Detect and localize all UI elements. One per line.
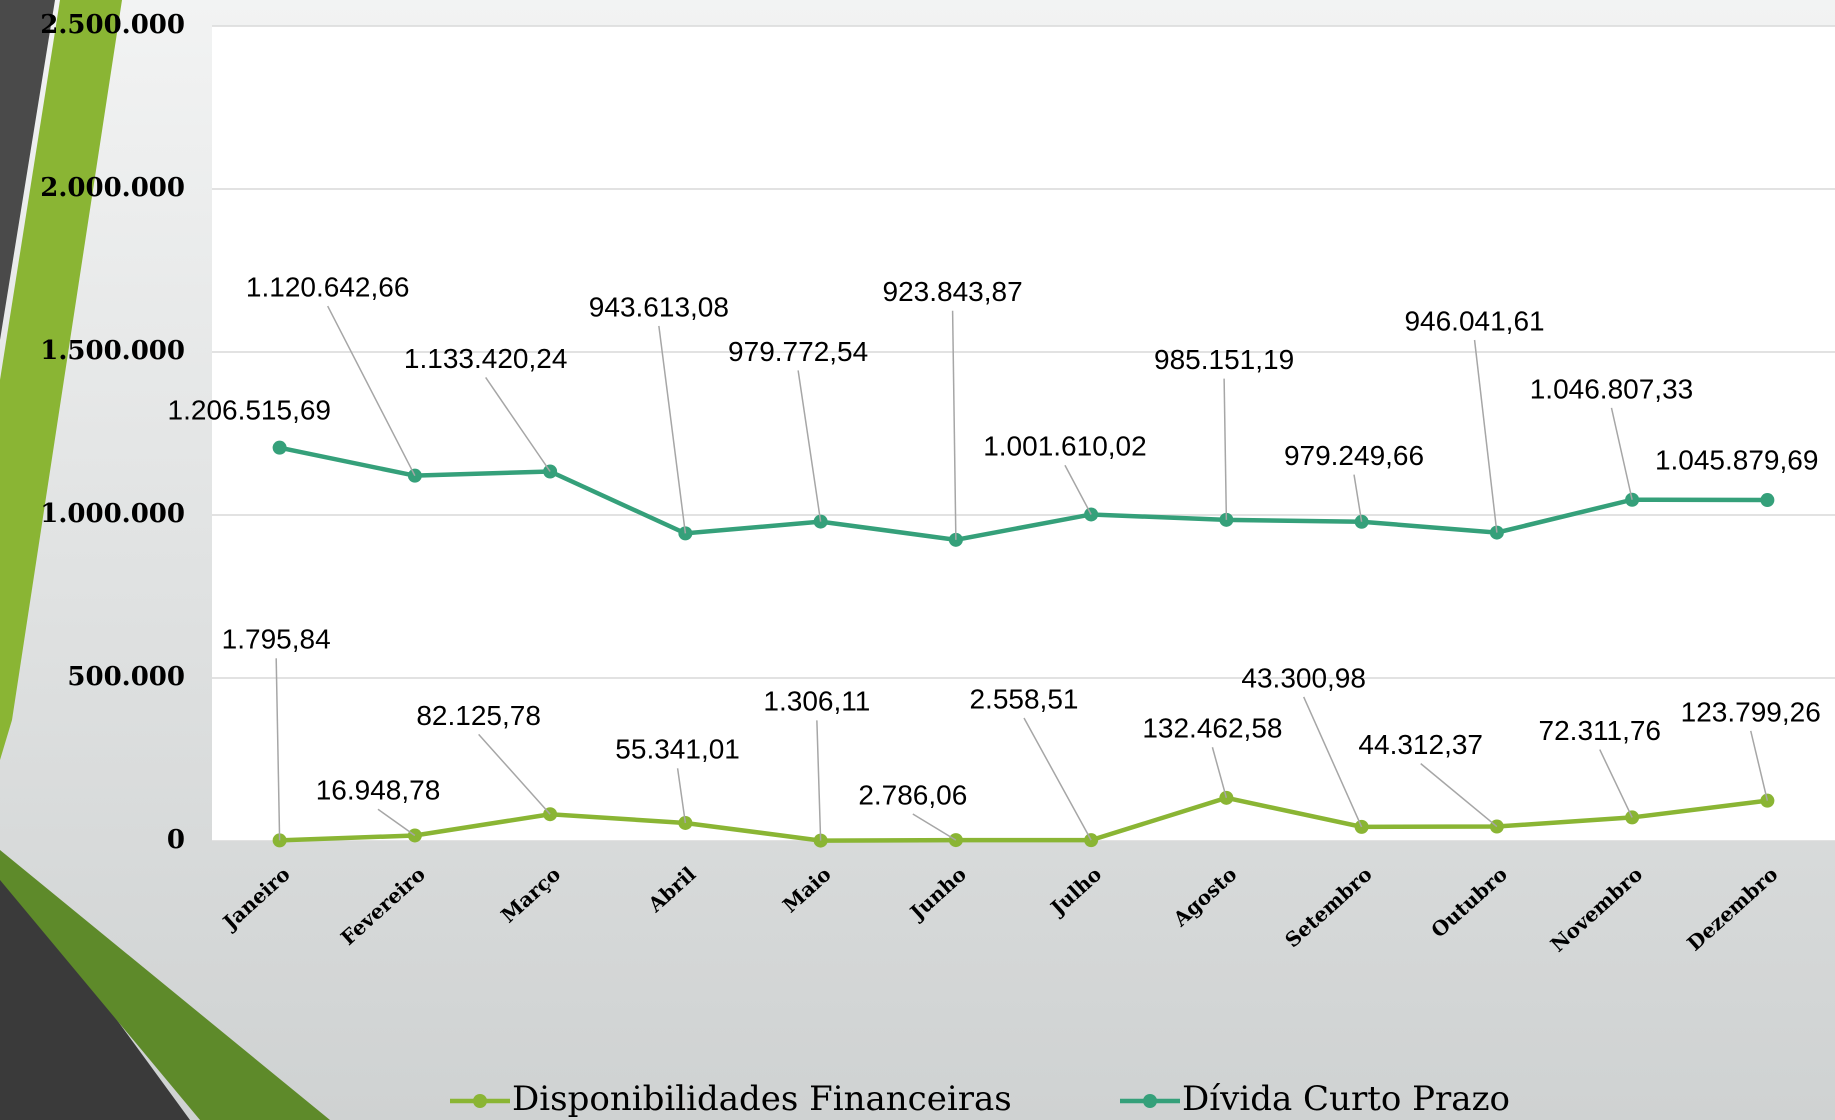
data-label: 1.306,11 <box>763 686 870 717</box>
legend-label: Disponibilidades Financeiras <box>512 1079 1012 1119</box>
leader-line <box>1303 696 1363 828</box>
plot-area <box>212 26 1835 841</box>
leader-line <box>912 813 957 841</box>
data-label: 1.001.610,02 <box>983 431 1147 462</box>
data-label: 1.045.879,69 <box>1655 445 1819 476</box>
data-label: 1.206.515,69 <box>168 394 332 425</box>
y-tick-label: 1.000.000 <box>40 499 185 529</box>
leader-line <box>275 658 281 841</box>
leader-line <box>478 733 551 815</box>
decor-stripe <box>0 0 55 340</box>
leader-line <box>797 370 822 522</box>
data-label: 1.795,84 <box>222 624 331 655</box>
leader-line <box>377 808 416 837</box>
data-label: 72.311,76 <box>1539 715 1662 746</box>
data-label: 1.120.642,66 <box>246 271 410 302</box>
y-tick-label: 0 <box>167 825 185 855</box>
leader-line <box>1353 474 1363 522</box>
leader-line <box>1610 407 1633 500</box>
leader-line <box>816 720 822 841</box>
legend-label: Dívida Curto Prazo <box>1182 1079 1510 1119</box>
leader-line <box>1023 717 1092 841</box>
leader-line <box>951 310 957 540</box>
data-label: 1.133.420,24 <box>404 343 568 374</box>
data-label: 123.799,26 <box>1681 696 1821 727</box>
data-label: 82.125,78 <box>416 700 541 731</box>
data-label: 16.948,78 <box>316 775 441 806</box>
data-label: 55.341,01 <box>615 734 740 765</box>
decor-stripe <box>0 0 122 760</box>
legend-swatch-marker <box>473 1094 487 1108</box>
data-label: 2.786,06 <box>858 779 967 810</box>
leader-line <box>1064 464 1092 515</box>
data-label: 943.613,08 <box>589 291 729 322</box>
data-label: 923.843,87 <box>883 276 1023 307</box>
leader-line <box>1420 763 1498 828</box>
data-label: 979.772,54 <box>728 336 868 367</box>
y-tick-label: 500.000 <box>67 662 185 692</box>
leader-line <box>1473 339 1498 533</box>
data-point <box>272 440 287 455</box>
data-point <box>1760 493 1775 508</box>
decor-stripe <box>0 850 330 1120</box>
data-label: 1.046.807,33 <box>1530 373 1694 404</box>
leader-line <box>1223 378 1228 520</box>
y-tick-label: 2.000.000 <box>40 173 185 203</box>
y-tick-label: 2.500.000 <box>40 10 185 40</box>
leader-line <box>1750 730 1769 801</box>
series-line <box>279 795 1768 843</box>
data-label: 43.300,98 <box>1241 662 1366 693</box>
legend-swatch-marker <box>1143 1094 1157 1108</box>
leader-line <box>658 325 687 534</box>
leader-line <box>485 377 551 472</box>
data-label: 985.151,19 <box>1154 344 1294 375</box>
leader-line <box>1599 749 1633 818</box>
leader-line <box>1211 747 1228 799</box>
series-line <box>279 445 1768 543</box>
data-label: 979.249,66 <box>1284 440 1424 471</box>
leader-line <box>676 768 687 824</box>
leader-line <box>327 305 416 477</box>
data-label: 44.312,37 <box>1358 729 1483 760</box>
data-label: 946.041,61 <box>1404 305 1544 336</box>
data-label: 132.462,58 <box>1142 713 1282 744</box>
data-label: 2.558,51 <box>969 683 1078 714</box>
y-tick-label: 1.500.000 <box>40 336 185 366</box>
